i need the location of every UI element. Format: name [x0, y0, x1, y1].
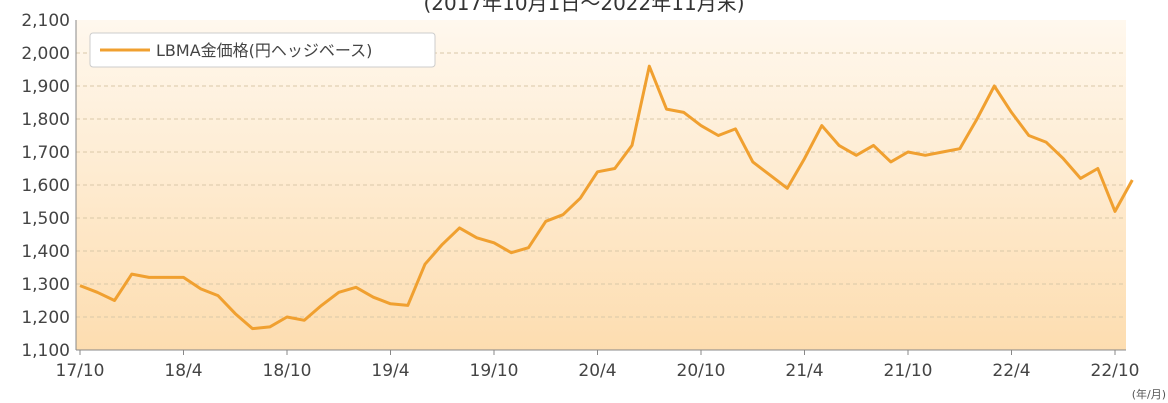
- x-tick-label: 21/4: [785, 361, 823, 381]
- y-tick-label: 2,000: [21, 44, 70, 64]
- y-tick-label: 2,100: [21, 11, 70, 31]
- x-tick-label: 18/4: [164, 361, 202, 381]
- x-tick-label: 21/10: [884, 361, 933, 381]
- x-tick-label: 22/10: [1091, 361, 1140, 381]
- y-tick-label: 1,600: [21, 176, 70, 196]
- x-axis: 17/10 18/4 18/10 19/4 19/10 20/4 20/10 21/4 21/1…: [56, 350, 1140, 381]
- x-tick-label: 19/10: [470, 361, 519, 381]
- y-tick-label: 1,900: [21, 77, 70, 97]
- y-tick-label: 1,200: [21, 308, 70, 328]
- series-line-lbma-gold: [79, 64, 1134, 331]
- y-tick-label: 1,300: [21, 275, 70, 295]
- x-tick-label: 22/4: [992, 361, 1030, 381]
- x-tick-label: 17/10: [56, 361, 105, 381]
- x-tick-label: 20/4: [578, 361, 616, 381]
- legend-label: LBMA金価格(円ヘッジベース): [156, 41, 372, 60]
- legend-box: [89, 32, 436, 68]
- y-tick-label: 1,800: [21, 110, 70, 130]
- x-tick-label: 19/4: [371, 361, 409, 381]
- y-tick-label: 1,100: [21, 341, 70, 361]
- legend: LBMA金価格(円ヘッジベース): [89, 32, 436, 68]
- x-tick-label: 20/10: [677, 361, 726, 381]
- chart-title: (2017年10月1日～2022年11月末): [423, 0, 744, 15]
- x-axis-unit: (年/月): [1132, 387, 1166, 401]
- y-tick-label: 1,500: [21, 209, 70, 229]
- y-tick-label: 1,700: [21, 143, 70, 163]
- y-axis: 1,100 1,200 1,300 1,400 1,500 1,600 1,700 1,800…: [21, 11, 70, 361]
- x-tick-label: 18/10: [263, 361, 312, 381]
- y-tick-label: 1,400: [21, 242, 70, 262]
